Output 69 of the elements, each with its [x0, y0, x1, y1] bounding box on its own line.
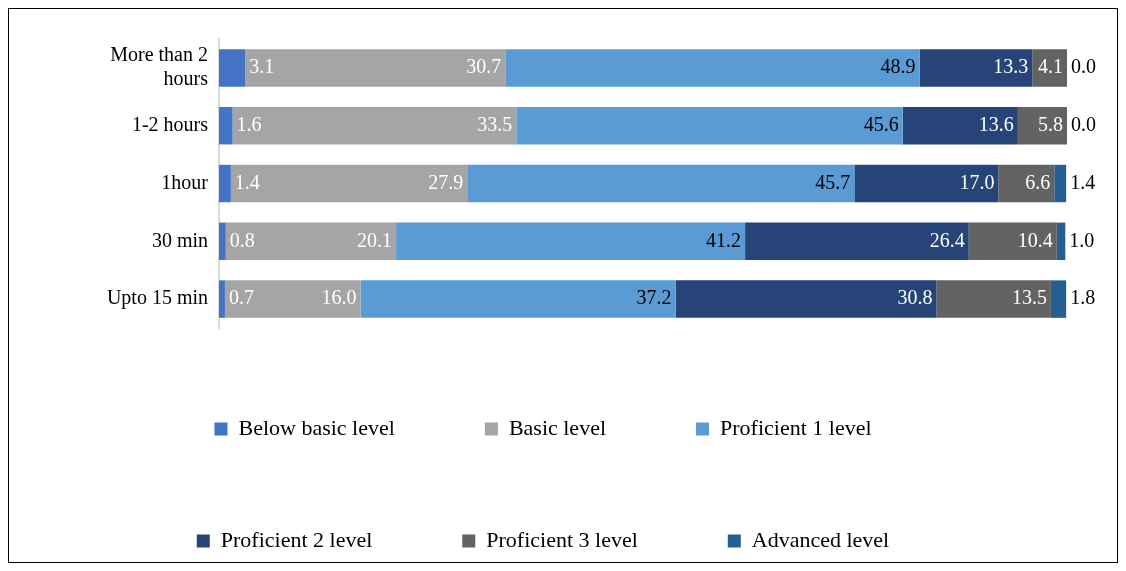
bar	[230, 164, 468, 203]
data-label: 33.5	[477, 112, 513, 135]
y-tick-label: 1hour	[161, 170, 209, 193]
bar	[998, 164, 1055, 203]
bar	[219, 164, 231, 203]
data-label: 13.3	[993, 55, 1029, 78]
data-label: 41.2	[706, 228, 742, 251]
bar	[505, 49, 920, 87]
bar	[219, 106, 233, 145]
y-tick-label: 1-2 hours	[131, 112, 209, 135]
data-label: 48.9	[880, 55, 916, 78]
data-label: 0.0	[1071, 112, 1096, 135]
data-label: 0.8	[229, 228, 255, 251]
data-label: 1.0	[1069, 228, 1095, 251]
data-label: 0.7	[228, 286, 254, 309]
legend-label: Below basic level	[238, 414, 395, 440]
y-tick-label: Upto 15 min	[106, 286, 208, 310]
bar	[467, 164, 855, 203]
data-label: 30.8	[897, 286, 933, 309]
bar	[224, 280, 361, 318]
legend-label: Proficient 2 level	[220, 526, 373, 552]
y-tick-label: More than 2 hours	[110, 43, 209, 90]
legend-label: Proficient 3 level	[486, 526, 638, 552]
data-label: 10.4	[1017, 228, 1053, 251]
bar	[936, 280, 1051, 318]
y-tick-label: 30 min	[151, 228, 208, 251]
bar	[1056, 222, 1066, 261]
bar	[396, 222, 746, 261]
data-label: 4.1	[1038, 55, 1063, 78]
bar	[360, 280, 676, 318]
bar	[219, 222, 226, 261]
bar	[219, 49, 246, 87]
data-label: 30.7	[466, 55, 502, 78]
bar	[675, 280, 937, 318]
data-label: 16.0	[321, 286, 357, 309]
legend-label: Proficient 1 level	[720, 414, 872, 440]
data-label: 27.9	[428, 170, 464, 193]
data-label: 37.2	[636, 286, 672, 309]
bar	[1032, 49, 1067, 87]
bar	[225, 222, 397, 261]
bar	[919, 49, 1033, 87]
bar	[745, 222, 969, 261]
data-label: 13.5	[1011, 286, 1047, 309]
data-label: 5.8	[1038, 112, 1063, 135]
data-label: 13.6	[978, 112, 1014, 135]
data-label: 6.6	[1025, 170, 1051, 193]
data-label: 45.6	[863, 112, 899, 135]
legend-label: Advanced level	[751, 526, 890, 552]
data-label: 0.0	[1071, 55, 1096, 78]
bar	[968, 222, 1057, 261]
bar	[516, 106, 903, 145]
bar	[902, 106, 1018, 145]
bar	[232, 106, 517, 145]
bar	[1054, 164, 1067, 203]
bar	[245, 49, 506, 87]
data-label: 45.7	[815, 170, 851, 193]
data-label: 1.6	[236, 112, 262, 135]
data-label: 1.8	[1070, 286, 1096, 309]
data-label: 17.0	[959, 170, 995, 193]
data-label: 1.4	[1070, 170, 1096, 193]
data-label: 3.1	[249, 55, 275, 78]
data-label: 1.4	[234, 170, 260, 193]
data-label: 20.1	[357, 228, 393, 251]
legend-label: Basic level	[508, 414, 607, 440]
bar	[1017, 106, 1067, 145]
bar	[1050, 280, 1067, 318]
bar	[219, 280, 225, 318]
bar	[854, 164, 999, 203]
data-label: 26.4	[929, 228, 965, 251]
